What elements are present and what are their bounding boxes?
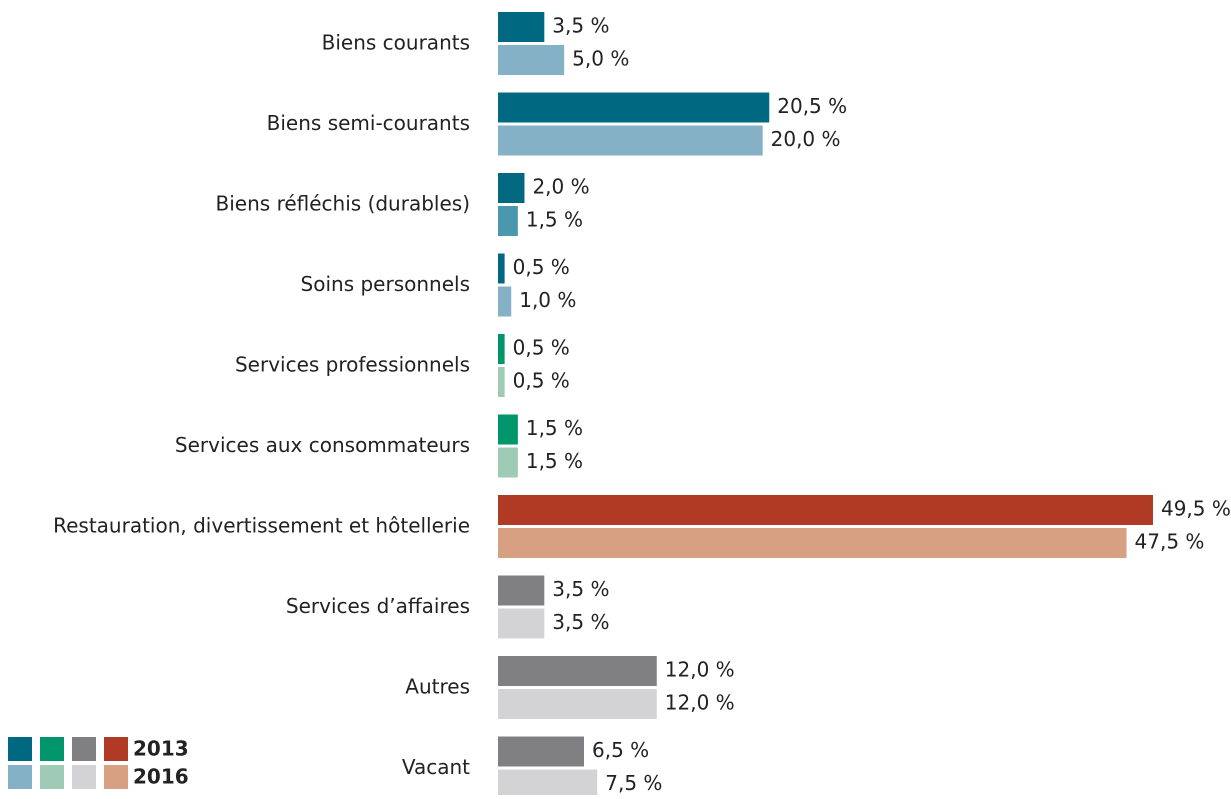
legend-swatch [8, 765, 32, 789]
category-label: Biens réfléchis (durables) [216, 192, 470, 216]
bar [498, 45, 565, 75]
value-label: 2,0 % [532, 175, 589, 199]
value-label: 12,0 % [665, 691, 735, 715]
value-label: 0,5 % [513, 369, 570, 393]
value-label: 3,5 % [552, 610, 609, 634]
value-label: 1,5 % [526, 208, 583, 232]
value-label: 20,5 % [777, 94, 847, 118]
value-label: 12,0 % [665, 658, 735, 682]
bar [498, 286, 512, 317]
category-label: Autres [405, 675, 470, 699]
bar [498, 736, 585, 767]
bar [498, 656, 657, 686]
value-label: 3,5 % [552, 14, 609, 38]
value-label: 20,0 % [771, 127, 841, 151]
category-label: Biens semi-courants [267, 111, 470, 135]
value-label: 3,5 % [552, 577, 609, 601]
category-label: Vacant [402, 755, 470, 779]
bar [498, 414, 518, 445]
value-label: 1,5 % [526, 416, 583, 440]
bar [498, 447, 518, 478]
value-label: 49,5 % [1161, 497, 1231, 521]
legend-swatch [40, 765, 64, 789]
legend-label: 2016 [133, 765, 189, 789]
legend-swatch [72, 765, 96, 789]
legend-swatch [8, 737, 32, 761]
value-label: 7,5 % [605, 771, 662, 795]
legend-swatch [104, 737, 128, 761]
bar [498, 125, 763, 156]
value-label: 47,5 % [1135, 530, 1205, 554]
value-label: 6,5 % [592, 738, 649, 762]
bar [498, 206, 518, 236]
category-label: Biens courants [322, 31, 470, 55]
bar [498, 528, 1127, 558]
bar [498, 253, 505, 284]
legend-swatch [72, 737, 96, 761]
category-label: Soins personnels [301, 272, 470, 296]
category-label: Services professionnels [235, 353, 470, 377]
value-label: 0,5 % [513, 255, 570, 279]
bar [498, 608, 545, 639]
bar [498, 495, 1153, 525]
legend-swatch [104, 765, 128, 789]
value-label: 0,5 % [513, 336, 570, 360]
bar [498, 575, 545, 606]
bar [498, 769, 598, 799]
bar [498, 92, 770, 123]
category-label: Services aux consommateurs [175, 433, 470, 457]
bar [498, 334, 505, 364]
category-label: Restauration, divertissement et hôteller… [53, 514, 470, 538]
legend-label: 2013 [133, 737, 189, 761]
bar [498, 689, 657, 719]
legend-swatch [40, 737, 64, 761]
bar [498, 12, 545, 42]
bar [498, 367, 505, 397]
bar [498, 173, 525, 203]
value-label: 5,0 % [572, 47, 629, 71]
category-label: Services d’affaires [286, 594, 470, 618]
value-label: 1,5 % [526, 449, 583, 473]
value-label: 1,0 % [519, 288, 576, 312]
